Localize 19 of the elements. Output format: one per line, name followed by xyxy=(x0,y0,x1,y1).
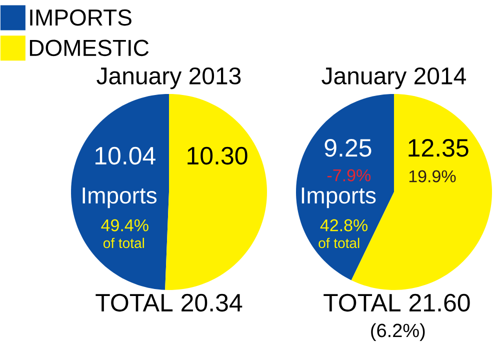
chart-title: January 2014 xyxy=(322,67,466,90)
data-label: 10.04 xyxy=(96,146,156,165)
text: 19.9% xyxy=(409,170,456,182)
text: Imports xyxy=(82,188,157,208)
legend-label: DOMESTIC xyxy=(30,40,149,56)
text: TOTAL 21.60 xyxy=(324,294,470,312)
data-label: 9.25 xyxy=(324,139,372,157)
data-label: 12.35 xyxy=(408,139,468,157)
text: -7.9% xyxy=(327,169,371,182)
data-label: 10.30 xyxy=(188,146,248,165)
text: 49.4% xyxy=(101,219,148,232)
text: 42.8% xyxy=(320,219,368,232)
legend-label: IMPORTS xyxy=(30,9,132,26)
text: January 2013 xyxy=(96,67,241,90)
text: of total xyxy=(103,238,144,248)
text: Imports xyxy=(302,188,376,208)
text: of total xyxy=(318,238,360,248)
text: TOTAL 20.34 xyxy=(96,294,242,312)
text: (6.2%) xyxy=(371,323,425,341)
